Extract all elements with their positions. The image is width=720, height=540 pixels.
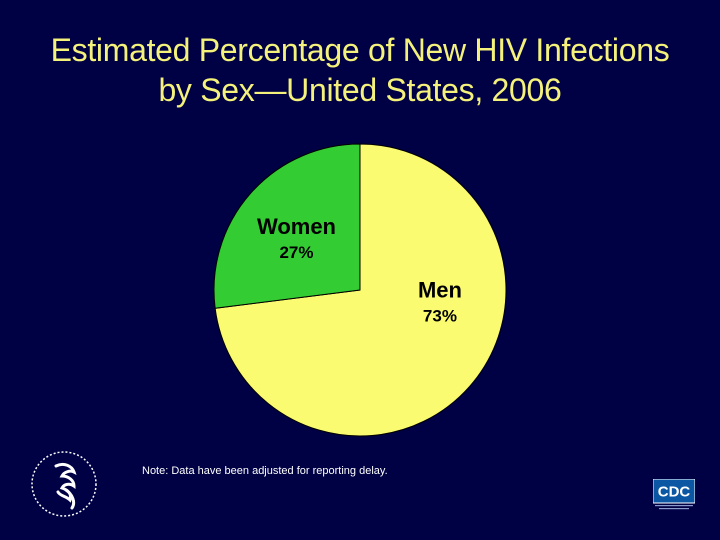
pie-value-label-men: 73% — [423, 307, 457, 326]
pie-label-men: Men — [418, 278, 462, 303]
chart-title-line-2: by Sex—United States, 2006 — [158, 72, 562, 108]
cdc-logo-text: CDC — [658, 484, 691, 501]
pie-value-label-women: 27% — [279, 243, 313, 262]
pie-slice-men — [214, 143, 507, 437]
chart-title-line-1: Estimated Percentage of New HIV Infectio… — [50, 32, 670, 68]
hhs-seal-icon — [31, 451, 97, 517]
chart-title: Estimated Percentage of New HIV Infectio… — [0, 30, 720, 110]
footnote: Note: Data have been adjusted for report… — [142, 465, 388, 477]
cdc-logo-icon: CDC — [653, 479, 695, 510]
pie-label-women: Women — [257, 214, 336, 239]
pie-slice-women — [213, 143, 361, 309]
